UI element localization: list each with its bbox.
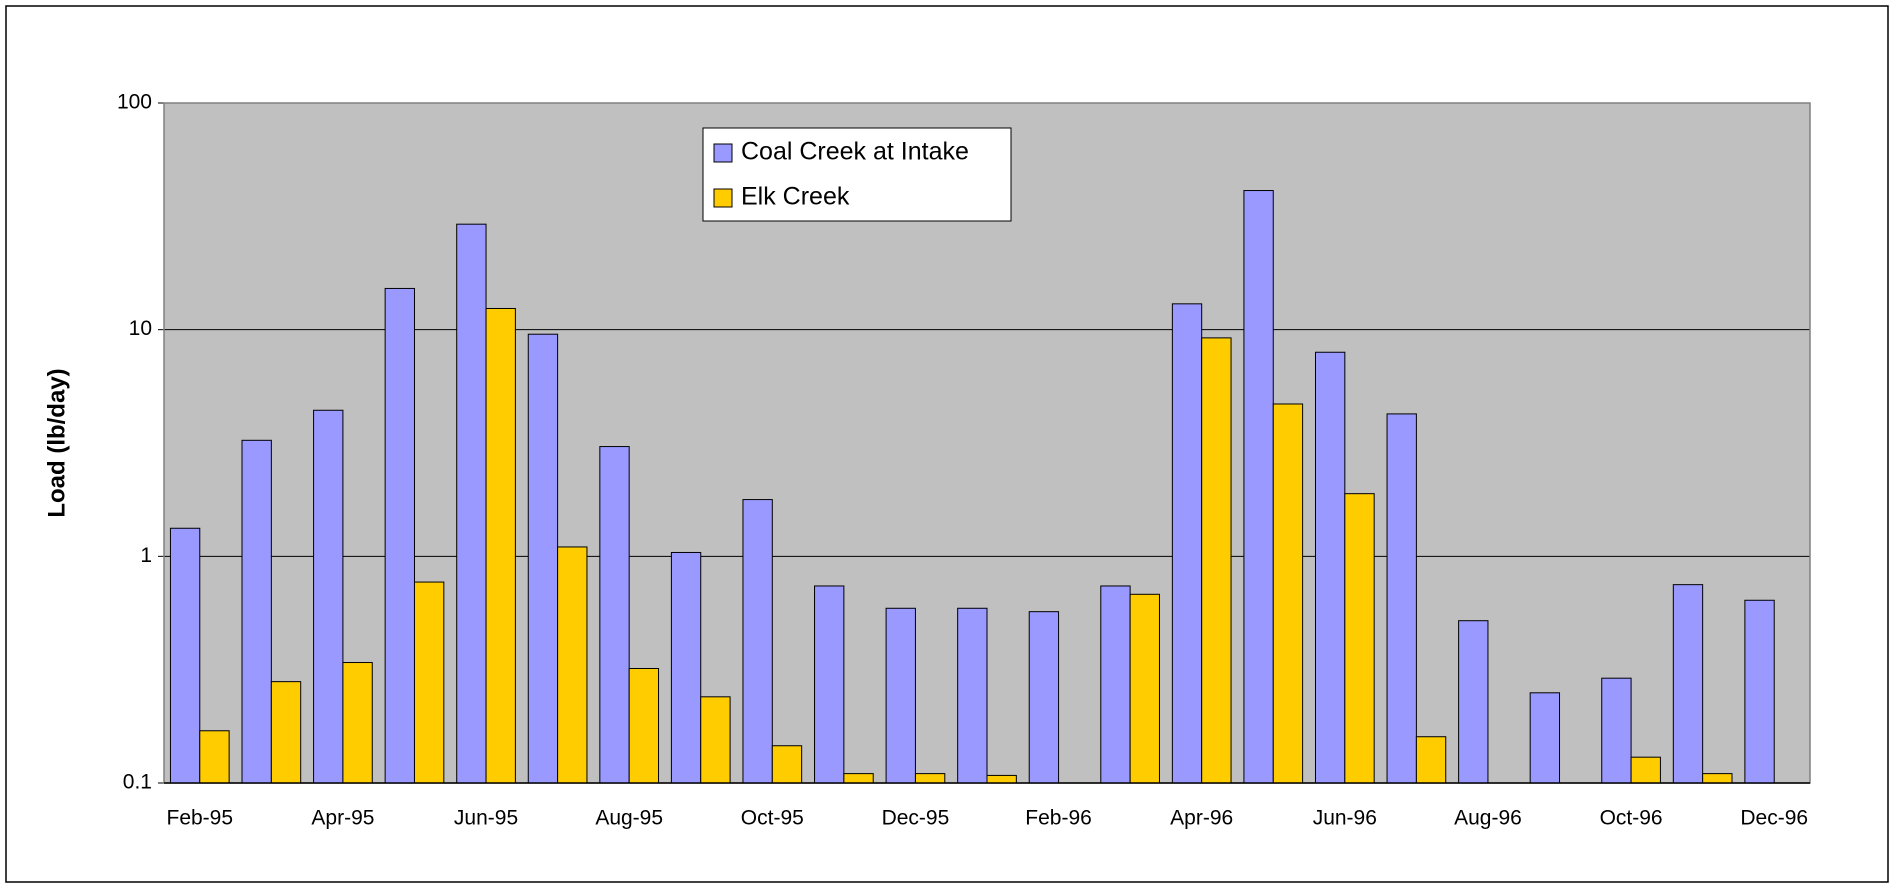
y-tick-label: 1 [140, 544, 152, 567]
bar [914, 773, 946, 784]
y-tick-label: 0.1 [123, 771, 152, 794]
x-tick-label: Feb-95 [167, 807, 234, 830]
bar [742, 499, 773, 784]
bar [1028, 611, 1060, 784]
bar [1744, 599, 1775, 784]
bar [1243, 190, 1274, 784]
bar [599, 446, 630, 784]
bar [557, 546, 588, 784]
bar [1344, 493, 1375, 784]
legend-label: Elk Creek [741, 183, 850, 211]
bar [169, 527, 201, 784]
bar [342, 662, 373, 784]
bar [1171, 303, 1203, 784]
bar [456, 223, 487, 784]
bar [241, 439, 272, 784]
bar [628, 667, 660, 784]
bar [199, 730, 230, 784]
bar [1630, 756, 1661, 784]
bar [1272, 403, 1304, 784]
bar [1415, 736, 1447, 784]
x-tick-label: Dec-95 [882, 807, 950, 830]
bar [384, 287, 415, 784]
bar [1201, 337, 1232, 784]
x-tick-label: Oct-96 [1600, 807, 1663, 830]
x-tick-label: Jun-96 [1313, 807, 1377, 830]
bar [1672, 584, 1704, 784]
bar [1314, 351, 1346, 784]
bar [1529, 692, 1561, 784]
x-tick-label: Oct-95 [741, 807, 804, 830]
bar [1129, 593, 1160, 784]
bar [771, 745, 803, 784]
bar [313, 409, 344, 784]
bar [1386, 413, 1417, 784]
legend-swatch [713, 188, 733, 208]
x-tick-label: Aug-96 [1454, 807, 1522, 830]
y-axis-label: Load (lb/day) [43, 368, 70, 517]
bar [485, 307, 516, 784]
bar [1601, 677, 1632, 784]
x-tick-label: Apr-95 [311, 807, 374, 830]
bar [843, 773, 874, 784]
x-tick-label: Aug-95 [595, 807, 663, 830]
x-tick-label: Dec-96 [1740, 807, 1808, 830]
bar [270, 681, 302, 784]
bar [1458, 620, 1489, 784]
x-tick-label: Feb-96 [1025, 807, 1092, 830]
bar [670, 551, 702, 784]
bar [700, 696, 731, 784]
bar [527, 333, 559, 784]
legend-label: Coal Creek at Intake [741, 138, 969, 166]
y-tick-label: 10 [129, 317, 152, 340]
x-tick-label: Apr-96 [1170, 807, 1233, 830]
bar [986, 774, 1017, 784]
y-tick-label: 100 [117, 91, 152, 114]
legend-box [702, 127, 1012, 222]
x-tick-label: Jun-95 [454, 807, 518, 830]
bar [413, 581, 445, 784]
bar [957, 607, 988, 784]
bar [1702, 773, 1733, 784]
bar [1100, 585, 1131, 784]
legend-swatch [713, 143, 733, 163]
bar [885, 607, 916, 784]
bar [814, 585, 845, 784]
